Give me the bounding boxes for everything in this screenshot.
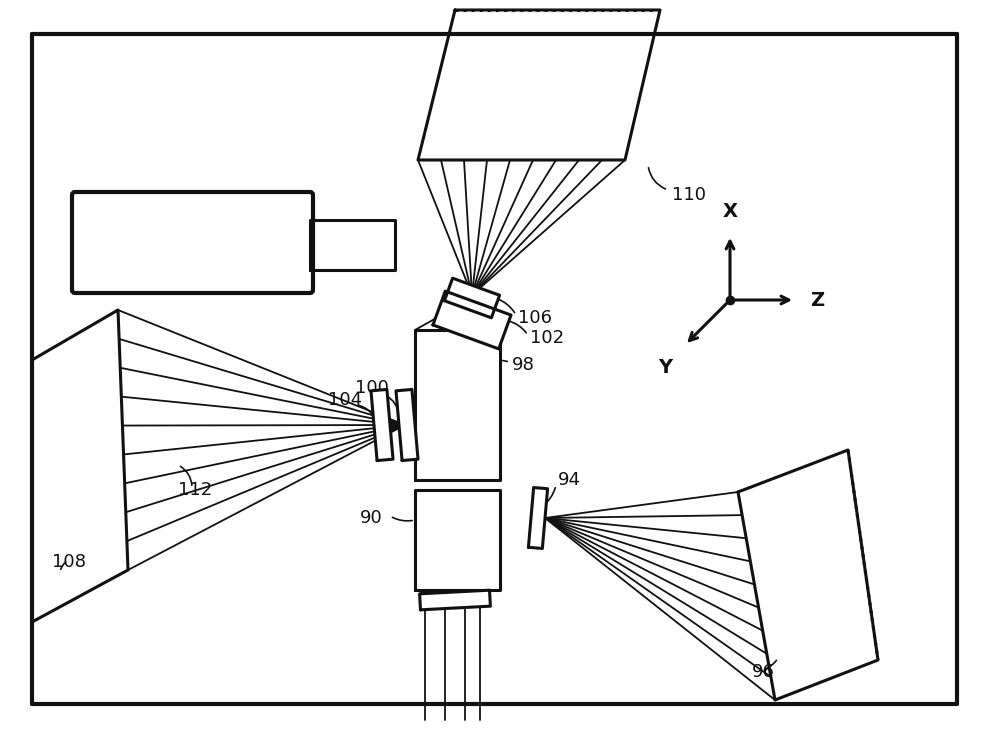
FancyBboxPatch shape [72, 192, 313, 293]
Polygon shape [444, 278, 500, 318]
Text: 102: 102 [530, 329, 564, 347]
Text: 96: 96 [752, 663, 775, 681]
Text: 104: 104 [328, 391, 362, 409]
Polygon shape [415, 330, 500, 480]
Polygon shape [415, 490, 500, 590]
Text: 110: 110 [672, 186, 706, 204]
Polygon shape [371, 390, 393, 460]
Text: 100: 100 [355, 379, 389, 397]
Text: 106: 106 [518, 309, 552, 327]
Polygon shape [433, 291, 511, 349]
Text: Z: Z [810, 290, 824, 310]
Polygon shape [528, 487, 548, 548]
Text: X: X [722, 202, 738, 221]
Polygon shape [396, 390, 418, 460]
Text: 92: 92 [418, 579, 441, 597]
Polygon shape [418, 10, 660, 160]
Text: 90: 90 [360, 509, 383, 527]
Text: Y: Y [658, 358, 672, 377]
Text: 112: 112 [178, 481, 212, 499]
Polygon shape [310, 220, 395, 270]
Polygon shape [32, 310, 128, 622]
Text: 98: 98 [512, 356, 535, 374]
Text: 108: 108 [52, 553, 86, 571]
Text: 94: 94 [558, 471, 581, 489]
Polygon shape [738, 450, 878, 700]
Polygon shape [420, 590, 490, 610]
